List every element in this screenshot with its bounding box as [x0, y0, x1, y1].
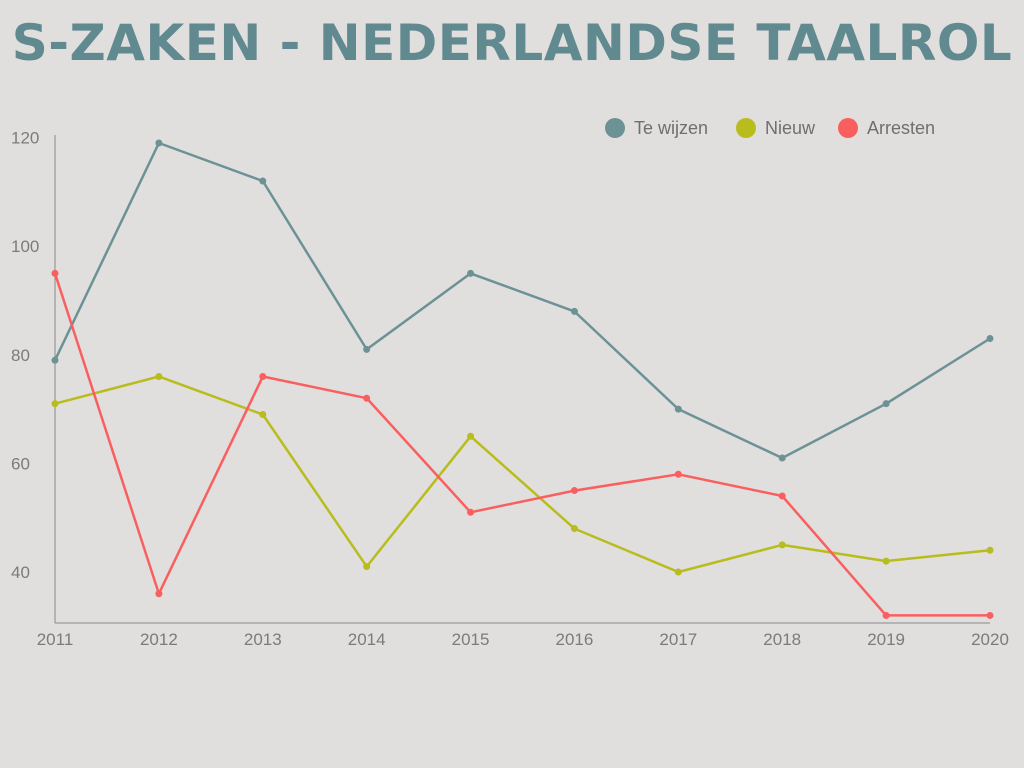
x-tick-label: 2017 — [659, 630, 697, 649]
y-tick-label: 40 — [11, 563, 30, 582]
data-point — [363, 394, 371, 402]
data-point — [674, 405, 682, 413]
x-tick-label: 2015 — [452, 630, 490, 649]
y-tick-label: 60 — [11, 454, 30, 473]
data-point — [259, 177, 267, 185]
y-tick-label: 80 — [11, 346, 30, 365]
legend-label: Nieuw — [765, 118, 816, 138]
data-point — [259, 373, 267, 381]
legend-marker — [736, 118, 756, 138]
data-point — [778, 492, 786, 500]
legend-marker — [838, 118, 858, 138]
data-point — [882, 611, 890, 619]
x-tick-label: 2016 — [556, 630, 594, 649]
data-point — [467, 269, 475, 277]
data-point — [570, 487, 578, 495]
legend-item: Nieuw — [736, 118, 816, 138]
series-line-2 — [53, 375, 992, 574]
data-point — [467, 508, 475, 516]
data-point — [882, 557, 890, 565]
chart-title: S-ZAKEN - NEDERLANDSE TAALROL — [11, 14, 1013, 72]
x-tick-label: 2011 — [37, 630, 74, 649]
series-line-3 — [53, 272, 992, 617]
data-point — [570, 525, 578, 533]
data-point — [51, 356, 59, 364]
data-point — [674, 470, 682, 478]
data-point — [155, 139, 163, 147]
y-tick-label: 100 — [11, 237, 39, 256]
data-point — [778, 541, 786, 549]
x-tick-label: 2020 — [971, 630, 1009, 649]
data-point — [778, 454, 786, 462]
y-tick-label: 120 — [11, 129, 39, 148]
data-point — [155, 590, 163, 598]
legend-marker — [605, 118, 625, 138]
data-point — [467, 432, 475, 440]
x-tick-label: 2013 — [244, 630, 282, 649]
data-point — [363, 563, 371, 571]
data-point — [674, 568, 682, 576]
series-line-1 — [53, 141, 992, 460]
x-tick-label: 2018 — [763, 630, 801, 649]
data-point — [51, 400, 59, 408]
legend-item: Arresten — [838, 118, 935, 138]
data-point — [259, 411, 267, 419]
data-point — [986, 335, 994, 343]
legend-label: Te wijzen — [634, 118, 708, 138]
x-tick-label: 2014 — [348, 630, 386, 649]
legend-item: Te wijzen — [605, 118, 708, 138]
data-point — [363, 345, 371, 353]
data-point — [51, 269, 59, 277]
data-point — [986, 611, 994, 619]
x-tick-label: 2012 — [140, 630, 178, 649]
data-point — [882, 400, 890, 408]
data-point — [986, 546, 994, 554]
data-point — [155, 373, 163, 381]
data-point — [570, 307, 578, 315]
x-tick-label: 2019 — [867, 630, 905, 649]
legend-label: Arresten — [867, 118, 935, 138]
